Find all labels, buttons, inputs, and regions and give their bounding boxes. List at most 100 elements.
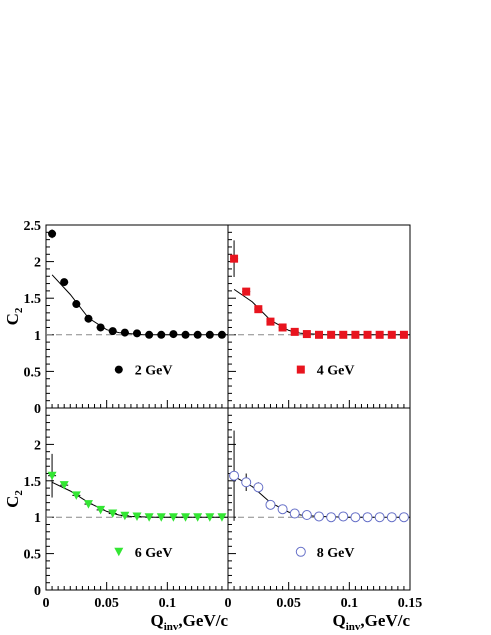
y-tick-label: 2: [34, 256, 41, 271]
data-point: [205, 513, 215, 522]
x-axis-title: Qinv,GeV/c: [151, 611, 229, 633]
data-point: [315, 330, 323, 339]
y-tick-label: 0.5: [24, 365, 42, 380]
data-point: [120, 511, 130, 521]
data-point: [156, 513, 166, 522]
data-point: [217, 513, 227, 522]
data-point: [241, 477, 252, 488]
data-point: [83, 500, 93, 509]
x-tick-label: 0.1: [341, 596, 359, 611]
x-axis-title-sub: inv: [164, 621, 179, 633]
legend-marker: [114, 365, 123, 374]
y-tick-label: 0: [34, 402, 41, 417]
x-axis-title-sub: inv: [346, 621, 361, 633]
plot-frame: [45, 407, 229, 591]
y-tick-label: 1: [34, 511, 41, 526]
data-point: [229, 470, 240, 481]
x-tick-label: 0.15: [398, 596, 423, 611]
y-tick-label: 1: [34, 329, 41, 344]
y-tick-label: 1.5: [24, 292, 42, 307]
x-tick-label: 0: [225, 596, 232, 611]
legend-label: 6 GeV: [135, 546, 173, 561]
data-point: [181, 330, 190, 339]
data-point: [289, 508, 300, 519]
legend-label: 2 GeV: [135, 364, 173, 379]
data-point: [193, 330, 202, 339]
x-tick-label: 0.1: [159, 596, 177, 611]
y-axis-title-sub: 2: [13, 490, 25, 496]
data-point: [72, 300, 81, 309]
fit-curve: [51, 481, 228, 518]
data-point: [84, 314, 93, 323]
y-axis-title-main: C: [3, 313, 22, 325]
x-axis-title: Qinv,GeV/c: [333, 611, 411, 633]
data-point: [398, 512, 409, 523]
data-point: [108, 509, 118, 519]
data-point: [144, 513, 154, 522]
legend-marker: [296, 365, 305, 374]
data-point: [277, 504, 288, 515]
data-point: [278, 323, 287, 332]
plot-frame: [45, 224, 229, 409]
x-axis-title-rest: ,GeV/c: [360, 611, 410, 630]
data-point: [266, 317, 275, 326]
data-point: [205, 330, 214, 339]
data-point: [48, 229, 57, 238]
data-point: [60, 278, 69, 287]
data-point: [302, 330, 311, 339]
data-point: [387, 330, 396, 339]
data-point: [133, 329, 141, 338]
data-point: [326, 512, 337, 523]
y-axis-title-main: C: [3, 496, 22, 508]
data-point: [96, 505, 106, 515]
legend-marker: [295, 546, 306, 557]
data-point: [217, 330, 226, 339]
legend-label: 8 GeV: [317, 546, 355, 561]
y-tick-label: 2: [34, 438, 41, 453]
y-tick-label: 0.5: [24, 548, 42, 563]
data-point: [181, 513, 191, 522]
data-point: [168, 513, 178, 522]
x-axis-title-main: Q: [151, 611, 164, 630]
x-axis-title-main: Q: [333, 611, 346, 630]
data-point: [339, 330, 348, 339]
data-point: [338, 511, 349, 522]
panel-top-right: 4 GeV: [227, 224, 411, 409]
data-point: [59, 481, 69, 490]
data-point: [362, 512, 373, 523]
data-point: [375, 330, 384, 339]
y-tick-label: 1.5: [24, 475, 42, 490]
data-point: [120, 328, 129, 337]
data-point: [253, 482, 264, 493]
data-point: [108, 327, 117, 336]
x-tick-label: 0.05: [276, 596, 301, 611]
data-point: [242, 287, 251, 296]
data-point: [71, 491, 81, 500]
data-point: [132, 512, 142, 521]
data-point: [254, 305, 263, 314]
data-point: [96, 323, 105, 332]
plot-frame: [227, 224, 411, 409]
y-axis-title: C2: [3, 307, 25, 325]
data-point: [169, 330, 178, 339]
data-point: [290, 327, 299, 336]
data-point: [351, 330, 360, 339]
data-point: [386, 512, 397, 523]
data-point: [193, 513, 203, 522]
data-point: [230, 254, 239, 263]
y-axis-title: C2: [3, 490, 25, 508]
data-point: [374, 512, 385, 523]
data-point: [327, 330, 336, 339]
data-point: [157, 330, 166, 339]
fit-curve: [233, 475, 410, 518]
data-point: [47, 471, 57, 481]
x-tick-label: 0.05: [94, 596, 119, 611]
data-point: [265, 499, 276, 510]
data-point: [145, 330, 154, 339]
x-axis-title-rest: ,GeV/c: [178, 611, 228, 630]
data-point: [399, 330, 408, 339]
